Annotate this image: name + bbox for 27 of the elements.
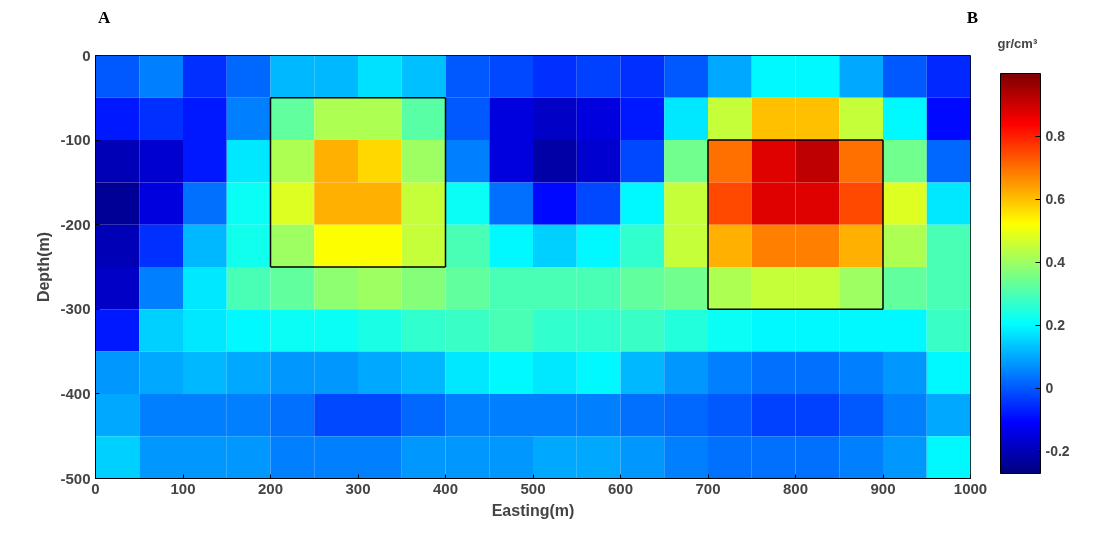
x-tick-label: 400: [432, 479, 459, 497]
x-tick-label: 800: [782, 479, 809, 497]
x-axis-title: Easting(m): [491, 501, 575, 519]
color-bar-label: -0.2: [1045, 443, 1070, 460]
color-bar-label: 0.2: [1045, 317, 1066, 334]
text: A: [98, 7, 111, 29]
y-axis-title: Depth(m): [35, 231, 53, 303]
x-tick-label: 100: [170, 479, 196, 497]
x-tick-label: 1000: [953, 479, 988, 497]
y-tick-label: -200: [60, 215, 91, 233]
x-tick-label: 700: [695, 479, 721, 497]
x-tick-label: 900: [870, 479, 896, 497]
color-bar-label: 0.4: [1045, 254, 1066, 271]
x-tick-label: 300: [345, 479, 371, 497]
y-tick-label: -500: [60, 469, 91, 487]
x-tick-label: 600: [607, 479, 634, 497]
y-tick-label: -100: [60, 131, 91, 149]
color-bar-title: gr/cm³: [997, 35, 1038, 51]
y-tick-label: -300: [60, 300, 91, 318]
text: B: [966, 7, 978, 29]
y-tick-label: -400: [60, 384, 91, 402]
x-tick-label: 200: [257, 479, 284, 497]
color-bar-label: 0.8: [1045, 128, 1066, 145]
color-bar-label: 0: [1045, 380, 1054, 397]
color-bar-label: 0.6: [1045, 191, 1066, 208]
x-tick-label: 500: [520, 479, 546, 497]
y-tick-label: 0: [82, 46, 91, 64]
